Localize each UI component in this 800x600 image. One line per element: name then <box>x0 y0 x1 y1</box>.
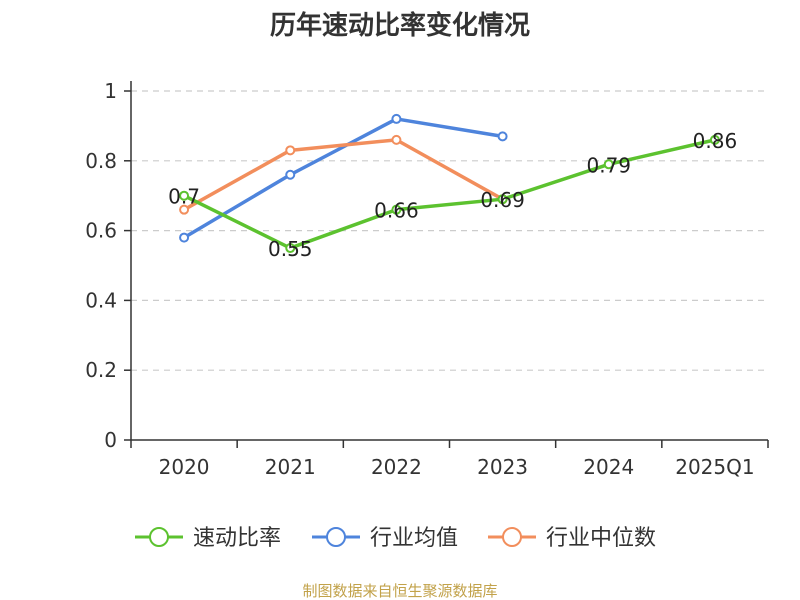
series-lines <box>179 113 720 254</box>
legend-marker <box>149 527 169 547</box>
data-point <box>391 134 402 145</box>
data-point <box>179 232 190 243</box>
chart-title: 历年速动比率变化情况 <box>270 10 530 41</box>
data-point <box>391 113 402 124</box>
legend: 速动比率 行业均值 行业中位数 <box>135 526 656 551</box>
data-label: 0.55 <box>268 237 313 261</box>
x-tick-label: 2025Q1 <box>675 455 754 479</box>
y-tick-label: 0.6 <box>85 219 117 243</box>
legend-label: 行业均值 <box>370 526 458 551</box>
series-line-2 <box>182 138 505 212</box>
axes: 0 0.2 0.4 0.6 0.8 1 2020 2021 2022 2023 2024 2025Q1 <box>85 79 769 479</box>
data-point <box>497 194 508 205</box>
data-point <box>179 190 190 201</box>
data-point <box>285 145 296 156</box>
y-tick-label: 0.8 <box>85 149 117 173</box>
data-labels: 0.7 0.55 0.66 0.69 0.79 0.86 <box>168 129 737 261</box>
x-tick-label: 2020 <box>159 455 210 479</box>
grid-lines <box>131 90 768 371</box>
x-tick-label: 2021 <box>265 455 316 479</box>
y-tick-label: 0.2 <box>85 358 117 382</box>
legend-marker <box>326 527 346 547</box>
y-tick-label: 1 <box>104 79 117 103</box>
data-label: 0.69 <box>480 188 525 212</box>
data-point <box>709 134 720 145</box>
data-point <box>285 243 296 254</box>
data-label: 0.86 <box>693 129 738 153</box>
x-tick-label: 2023 <box>477 455 528 479</box>
x-tick-label: 2022 <box>371 455 422 479</box>
legend-label: 行业中位数 <box>546 526 656 551</box>
data-point <box>179 204 190 215</box>
data-point <box>497 131 508 142</box>
source-note: 制图数据来自恒生聚源数据库 <box>302 582 497 600</box>
data-label: 0.7 <box>168 185 200 209</box>
data-point <box>391 204 402 215</box>
series-line-0 <box>182 138 717 250</box>
x-tick-label: 2024 <box>583 455 634 479</box>
y-tick-label: 0.4 <box>85 288 117 312</box>
legend-marker <box>502 527 522 547</box>
y-tick-label: 0 <box>104 428 117 452</box>
data-label: 0.79 <box>586 153 631 177</box>
legend-label: 速动比率 <box>193 526 281 551</box>
data-point <box>285 169 296 180</box>
data-point <box>603 159 614 170</box>
data-label: 0.66 <box>374 199 419 223</box>
